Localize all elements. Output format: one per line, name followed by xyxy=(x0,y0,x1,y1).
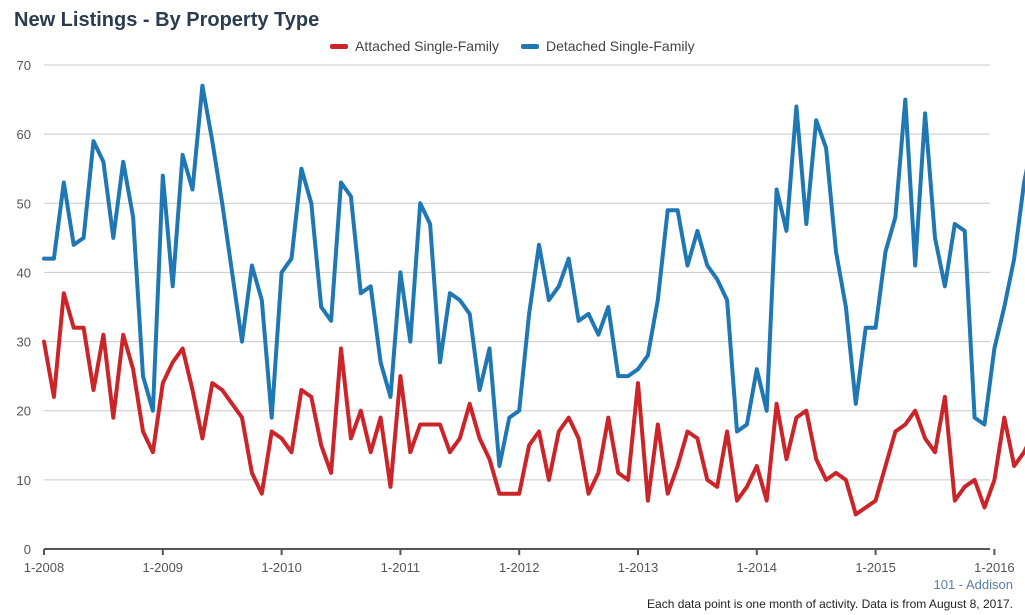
x-tick-label: 1-2014 xyxy=(737,560,777,575)
y-tick-label: 0 xyxy=(24,542,31,557)
x-tick-label: 1-2010 xyxy=(261,560,301,575)
y-tick-label: 30 xyxy=(17,335,31,350)
y-axis-ticks: 0 10 20 30 40 50 60 70 xyxy=(17,58,31,557)
legend-label-attached: Attached Single-Family xyxy=(355,38,499,54)
legend-item-attached[interactable]: Attached Single-Family xyxy=(330,38,499,54)
x-tick-label: 1-2012 xyxy=(499,560,539,575)
y-tick-label: 70 xyxy=(17,58,31,73)
legend-swatch-detached xyxy=(520,43,539,49)
y-tick-label: 50 xyxy=(17,196,31,211)
y-tick-label: 40 xyxy=(17,265,31,280)
y-tick-label: 60 xyxy=(17,127,31,142)
x-axis-ticks: 1-2008 1-2009 1-2010 1-2011 1-2012 1-2013 1-20… xyxy=(24,549,1015,575)
x-tick-label: 1-2011 xyxy=(381,560,421,575)
x-tick-label: 1-2013 xyxy=(618,560,658,575)
series-lines xyxy=(42,83,1025,517)
y-tick-label: 10 xyxy=(17,473,31,488)
footer-source: 101 - Addison xyxy=(933,577,1013,592)
x-tick-label: 1-2016 xyxy=(974,560,1014,575)
footer-note: Each data point is one month of activity… xyxy=(647,597,1013,611)
x-tick-label: 1-2015 xyxy=(855,560,895,575)
y-tick-label: 20 xyxy=(17,404,31,419)
legend-label-detached: Detached Single-Family xyxy=(545,38,695,54)
x-tick-label: 1-2009 xyxy=(143,560,183,575)
grid-lines xyxy=(44,64,990,550)
x-tick-label: 1-2008 xyxy=(24,560,64,575)
legend-item-detached[interactable]: Detached Single-Family xyxy=(520,38,695,54)
series-line-attached xyxy=(42,291,1025,517)
series-line-detached xyxy=(42,83,1025,468)
chart-title: New Listings - By Property Type xyxy=(14,9,320,31)
legend-swatch-attached xyxy=(330,43,348,49)
chart-legend: Attached Single-Family Detached Single-F… xyxy=(330,38,695,54)
